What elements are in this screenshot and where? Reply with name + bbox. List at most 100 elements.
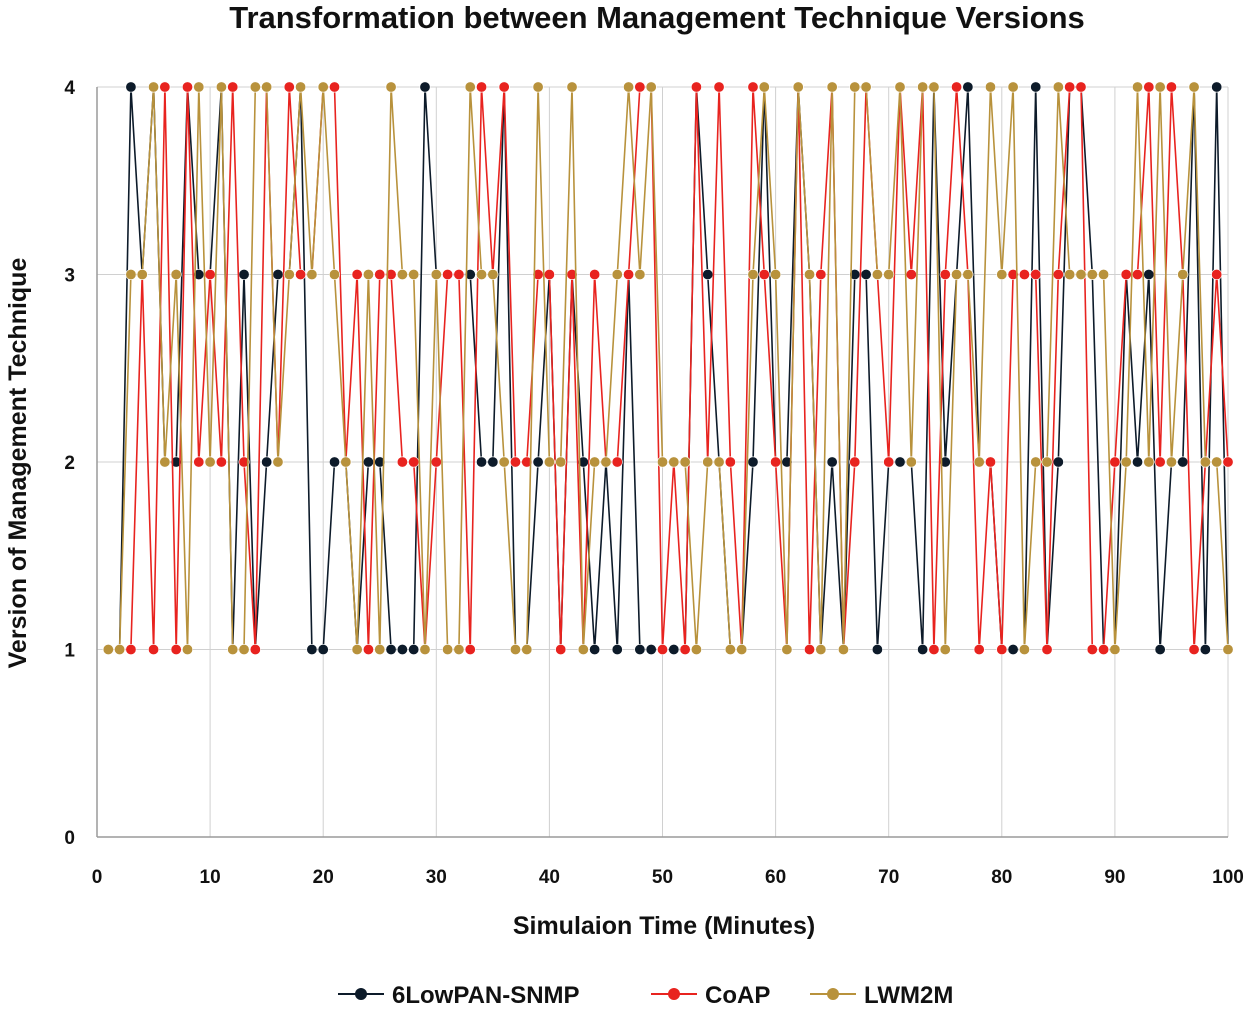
y-tick-label: 0 <box>64 828 75 849</box>
y-axis-title: Version of Management Technique <box>4 258 32 669</box>
data-point <box>770 268 782 280</box>
x-tick-label: 20 <box>313 867 334 888</box>
data-point <box>442 268 454 280</box>
data-point <box>973 643 985 655</box>
data-point <box>261 456 273 468</box>
data-point <box>555 456 567 468</box>
data-point <box>589 268 601 280</box>
legend-item: LWM2M <box>810 982 953 1009</box>
data-point <box>1132 268 1144 280</box>
data-point <box>261 81 273 93</box>
data-point <box>1177 456 1189 468</box>
data-point <box>170 643 182 655</box>
data-point <box>1165 456 1177 468</box>
data-point <box>272 268 284 280</box>
data-point <box>939 643 951 655</box>
data-point <box>713 81 725 93</box>
data-point <box>645 643 657 655</box>
data-point <box>227 643 239 655</box>
data-point <box>758 81 770 93</box>
data-point <box>634 643 646 655</box>
data-point <box>837 643 849 655</box>
data-point <box>849 456 861 468</box>
data-point <box>362 643 374 655</box>
data-point <box>589 643 601 655</box>
data-point <box>125 81 137 93</box>
data-point <box>702 456 714 468</box>
data-point <box>532 81 544 93</box>
data-point <box>464 81 476 93</box>
data-point <box>883 268 895 280</box>
data-point <box>905 268 917 280</box>
data-point <box>883 456 895 468</box>
data-point <box>1132 456 1144 468</box>
data-point <box>1199 643 1211 655</box>
data-point <box>362 456 374 468</box>
data-point <box>385 268 397 280</box>
data-point <box>476 81 488 93</box>
data-point <box>973 456 985 468</box>
data-point <box>634 268 646 280</box>
x-tick-label: 90 <box>1104 867 1125 888</box>
y-tick-label: 1 <box>64 641 75 662</box>
data-point <box>419 643 431 655</box>
data-point <box>668 456 680 468</box>
data-point <box>1211 81 1223 93</box>
data-point <box>159 81 171 93</box>
data-point <box>1018 268 1030 280</box>
data-point <box>419 81 431 93</box>
data-point <box>724 643 736 655</box>
series-line <box>108 86 1229 651</box>
data-point <box>1018 643 1030 655</box>
data-point <box>148 643 160 655</box>
data-point <box>295 81 307 93</box>
data-point <box>215 456 227 468</box>
data-point <box>1154 456 1166 468</box>
data-point <box>148 81 160 93</box>
series-lwm2m <box>102 81 1234 655</box>
data-point <box>181 643 193 655</box>
data-point <box>781 643 793 655</box>
data-point <box>623 81 635 93</box>
data-point <box>181 81 193 93</box>
data-point <box>623 268 635 280</box>
data-point <box>984 81 996 93</box>
data-point <box>464 643 476 655</box>
data-point <box>509 643 521 655</box>
data-point <box>1143 456 1155 468</box>
data-point <box>227 81 239 93</box>
data-point <box>396 456 408 468</box>
data-point <box>1086 643 1098 655</box>
data-point <box>951 81 963 93</box>
data-point <box>204 268 216 280</box>
series-line <box>108 86 1229 651</box>
data-point <box>928 643 940 655</box>
data-point <box>430 456 442 468</box>
data-point <box>826 81 838 93</box>
data-point <box>1064 81 1076 93</box>
data-point <box>815 643 827 655</box>
data-point <box>690 643 702 655</box>
data-point <box>1120 456 1132 468</box>
legend-label: LWM2M <box>864 982 953 1009</box>
x-tick-label: 100 <box>1212 867 1244 888</box>
data-point <box>996 268 1008 280</box>
data-point <box>170 268 182 280</box>
data-point <box>815 268 827 280</box>
data-point <box>1222 456 1234 468</box>
data-point <box>385 81 397 93</box>
x-tick-label: 80 <box>991 867 1012 888</box>
legend-marker-swatch <box>827 988 839 1000</box>
data-point <box>215 81 227 93</box>
data-point <box>329 456 341 468</box>
x-tick-label: 0 <box>92 867 103 888</box>
data-point <box>577 643 589 655</box>
data-point <box>1041 643 1053 655</box>
data-point <box>521 456 533 468</box>
data-point <box>362 268 374 280</box>
data-point <box>238 268 250 280</box>
data-point <box>849 81 861 93</box>
data-point <box>487 268 499 280</box>
data-point <box>1109 643 1121 655</box>
